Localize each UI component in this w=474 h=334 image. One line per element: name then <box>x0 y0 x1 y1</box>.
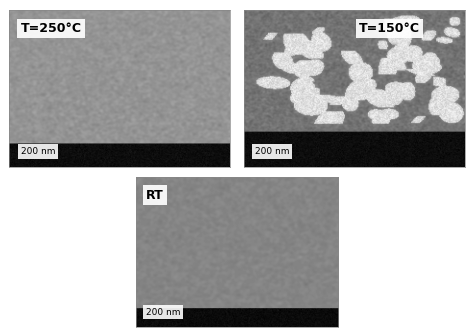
Text: RT: RT <box>146 189 164 201</box>
Text: 200 nm: 200 nm <box>146 308 180 317</box>
Text: T=250°C: T=250°C <box>20 22 82 35</box>
Text: T=150°C: T=150°C <box>359 22 419 35</box>
Text: 200 nm: 200 nm <box>255 147 290 156</box>
Text: 200 nm: 200 nm <box>20 147 55 156</box>
